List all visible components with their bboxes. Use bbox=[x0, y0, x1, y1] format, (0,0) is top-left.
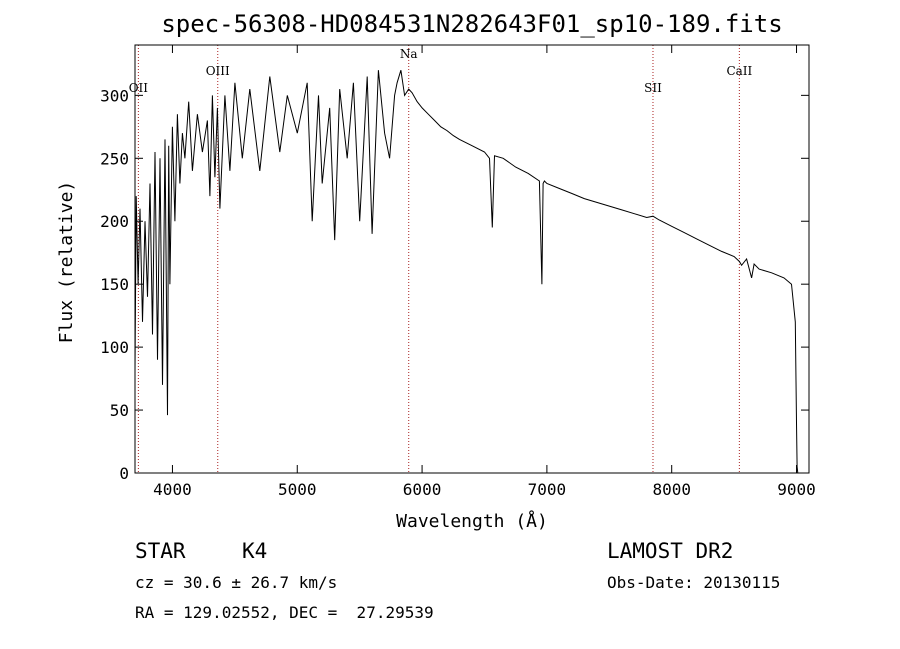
y-tick-label-250: 250 bbox=[100, 149, 129, 168]
chart-title: spec-56308-HD084531N282643F01_sp10-189.f… bbox=[161, 10, 782, 38]
obs-date: Obs-Date: 20130115 bbox=[607, 573, 781, 592]
feature-label-na: Na bbox=[400, 47, 418, 61]
x-tick-label-4000: 4000 bbox=[153, 480, 192, 499]
x-tick-label-9000: 9000 bbox=[777, 480, 816, 499]
y-tick-label-0: 0 bbox=[119, 464, 129, 483]
object-class: STAR bbox=[135, 539, 186, 563]
x-tick-label-8000: 8000 bbox=[652, 480, 691, 499]
x-tick-label-6000: 6000 bbox=[403, 480, 442, 499]
y-tick-label-200: 200 bbox=[100, 212, 129, 231]
x-tick-label-5000: 5000 bbox=[278, 480, 317, 499]
y-tick-label-150: 150 bbox=[100, 275, 129, 294]
y-tick-label-50: 50 bbox=[110, 401, 129, 420]
y-axis-label: Flux (relative) bbox=[56, 181, 77, 344]
x-axis-label: Wavelength (Å) bbox=[396, 510, 548, 532]
ra-dec: RA = 129.02552, DEC = 27.29539 bbox=[135, 603, 434, 622]
feature-label-oii: OII bbox=[129, 81, 149, 95]
plot-frame bbox=[134, 44, 810, 474]
feature-label-oiii: OIII bbox=[206, 64, 230, 78]
feature-label-sii: SII bbox=[644, 81, 662, 95]
spectrum-line-0 bbox=[134, 70, 799, 474]
x-tick-label-7000: 7000 bbox=[528, 480, 567, 499]
y-tick-label-300: 300 bbox=[100, 86, 129, 105]
survey-name: LAMOST DR2 bbox=[607, 539, 734, 563]
object-subclass: K4 bbox=[242, 539, 268, 563]
feature-label-caii: CaII bbox=[726, 64, 752, 78]
redshift-cz: cz = 30.6 ± 26.7 km/s bbox=[135, 573, 338, 592]
y-tick-label-100: 100 bbox=[100, 338, 129, 357]
plot-area: OII OIII Na SII CaII bbox=[129, 45, 799, 474]
